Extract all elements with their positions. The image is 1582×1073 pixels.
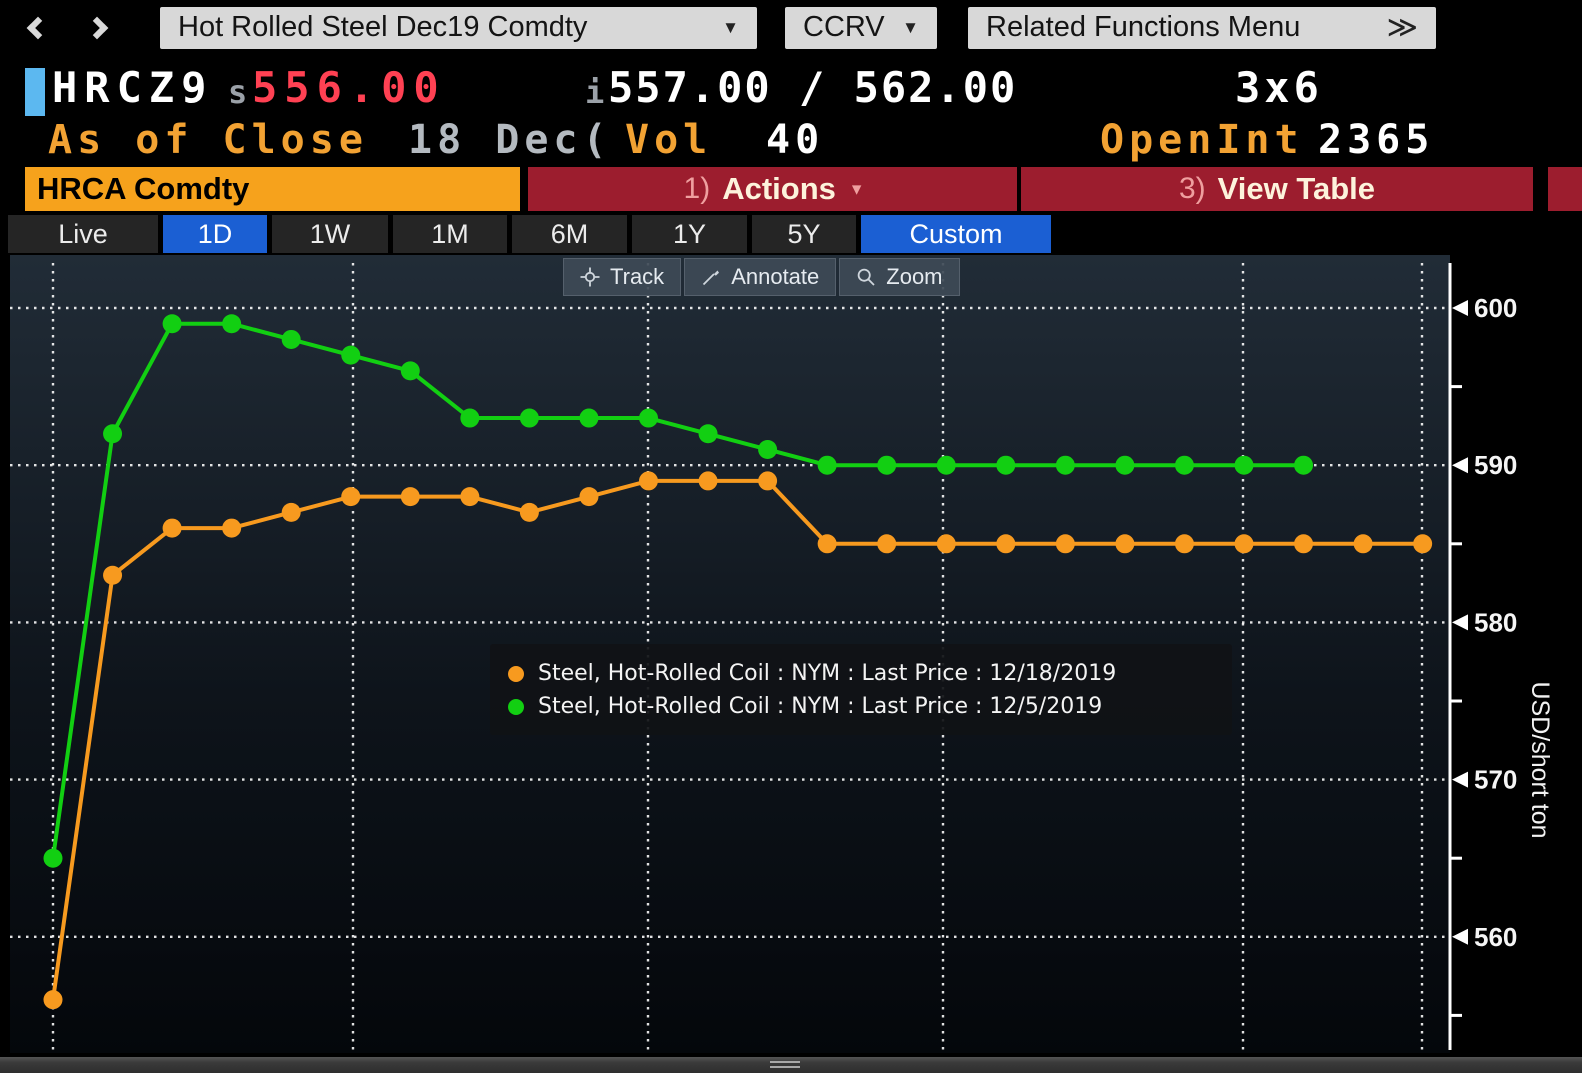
tab-1d[interactable]: 1D [163,215,267,253]
security-dropdown[interactable]: Hot Rolled Steel Dec19 Comdty ▼ [160,6,757,49]
chevron-down-icon: ▼ [902,17,919,37]
svg-text:560: 560 [1474,922,1517,952]
security-dropdown-label: Hot Rolled Steel Dec19 Comdty [178,11,588,43]
track-crosshair-icon [580,267,600,287]
as-of-close-date: 18 Dec( [408,117,612,163]
zoom-button[interactable]: Zoom [839,258,960,296]
zoom-magnifier-icon [857,268,875,286]
related-functions-menu-button[interactable]: Related Functions Menu ≫ [968,6,1436,49]
svg-text:580: 580 [1474,607,1517,637]
command-row: HRCA Comdty 1) Actions ▾ 3) View Table [0,166,1582,212]
chevron-right-icon [85,16,109,39]
ccrv-function-dropdown[interactable]: CCRV ▼ [785,6,937,49]
volume-label: Vol [625,117,713,163]
tab-label: 1Y [672,218,707,249]
tab-label: Custom [909,218,1003,249]
bid-ask-size: 3x6 [1235,63,1323,112]
series-dot-green-icon [508,698,524,715]
back-button[interactable] [10,6,60,50]
actions-shortcut-number: 1) [683,172,711,205]
quote-panel: HRCZ9 s 556.00 i 557.00 / 562.00 3x6 As … [0,55,1582,166]
legend-text: Steel, Hot-Rolled Coil : NYM : Last Pric… [538,661,1117,686]
settle-price: 556.00 [252,63,446,112]
legend-item-12-18-2019: Steel, Hot-Rolled Coil : NYM : Last Pric… [508,657,1214,690]
chart-toolbar: Track Annotate Zoom [563,258,960,296]
partial-button-right-edge[interactable] [1548,167,1582,211]
tab-label: 5Y [787,218,821,249]
tab-1y[interactable]: 1Y [632,215,747,253]
chart-legend: Steel, Hot-Rolled Coil : NYM : Last Pric… [490,644,1232,735]
scrollbar-grip[interactable] [770,1061,800,1069]
top-toolbar: Hot Rolled Steel Dec19 Comdty ▼ CCRV ▼ R… [0,0,1582,55]
view-table-shortcut-number: 3) [1178,172,1206,205]
annotate-button[interactable]: Annotate [684,258,837,296]
as-of-close-label: As of Close [48,117,368,163]
price-curve-chart[interactable]: 600 590 580 570 560 USD/short ton Track Annot… [0,255,1582,1058]
open-interest-value: 2365 [1318,117,1435,163]
tab-label: 1M [431,218,469,249]
tab-label: 6M [550,218,589,249]
chevron-down-icon: ▼ [722,17,739,37]
svg-text:USD/short ton: USD/short ton [1526,681,1554,838]
open-interest-label: OpenInt [1100,117,1304,163]
tab-6m[interactable]: 6M [512,215,627,253]
svg-text:570: 570 [1474,765,1517,795]
chevron-left-icon [26,16,50,39]
view-table-label: View Table [1217,171,1376,206]
double-chevron-icon: ≫ [1386,10,1418,44]
ticker-symbol: HRCZ9 [52,63,214,112]
indicative-prefix: i [585,73,605,111]
settle-prefix: s [228,73,248,111]
forward-button[interactable] [75,6,125,50]
track-label: Track [610,264,665,289]
legend-text: Steel, Hot-Rolled Coil : NYM : Last Pric… [538,694,1103,719]
svg-text:590: 590 [1474,450,1517,480]
annotate-label: Annotate [731,264,820,289]
view-table-button[interactable]: 3) View Table [1021,167,1533,211]
security-tab-label: HRCA Comdty [37,171,250,206]
security-tab-hrca-comdty[interactable]: HRCA Comdty [25,167,520,211]
range-tab-bar: Live 1D 1W 1M 6M 1Y 5Y Custom [0,214,1582,255]
tab-custom[interactable]: Custom [861,215,1051,253]
svg-text:600: 600 [1474,293,1517,323]
series-dot-orange-icon [508,665,524,682]
bid-ask-prices: 557.00 / 562.00 [608,63,1018,112]
horizontal-scrollbar[interactable] [0,1057,1582,1073]
track-button[interactable]: Track [563,258,682,296]
annotate-pencil-icon [703,270,720,286]
actions-menu-button[interactable]: 1) Actions ▾ [528,167,1017,211]
actions-label: Actions [722,171,836,206]
tab-5y[interactable]: 5Y [752,215,856,253]
input-cursor-block [25,68,45,116]
chevron-down-icon: ▾ [851,178,862,200]
tab-1w[interactable]: 1W [272,215,388,253]
tab-1m[interactable]: 1M [393,215,507,253]
zoom-label: Zoom [886,264,943,289]
volume-value: 40 [766,117,825,163]
tab-label: Live [58,218,108,249]
tab-label: 1W [309,218,351,249]
ccrv-label: CCRV [803,11,885,43]
legend-item-12-5-2019: Steel, Hot-Rolled Coil : NYM : Last Pric… [508,690,1214,723]
related-functions-label: Related Functions Menu [986,11,1301,43]
tab-live[interactable]: Live [8,215,158,253]
tab-label: 1D [197,218,233,249]
